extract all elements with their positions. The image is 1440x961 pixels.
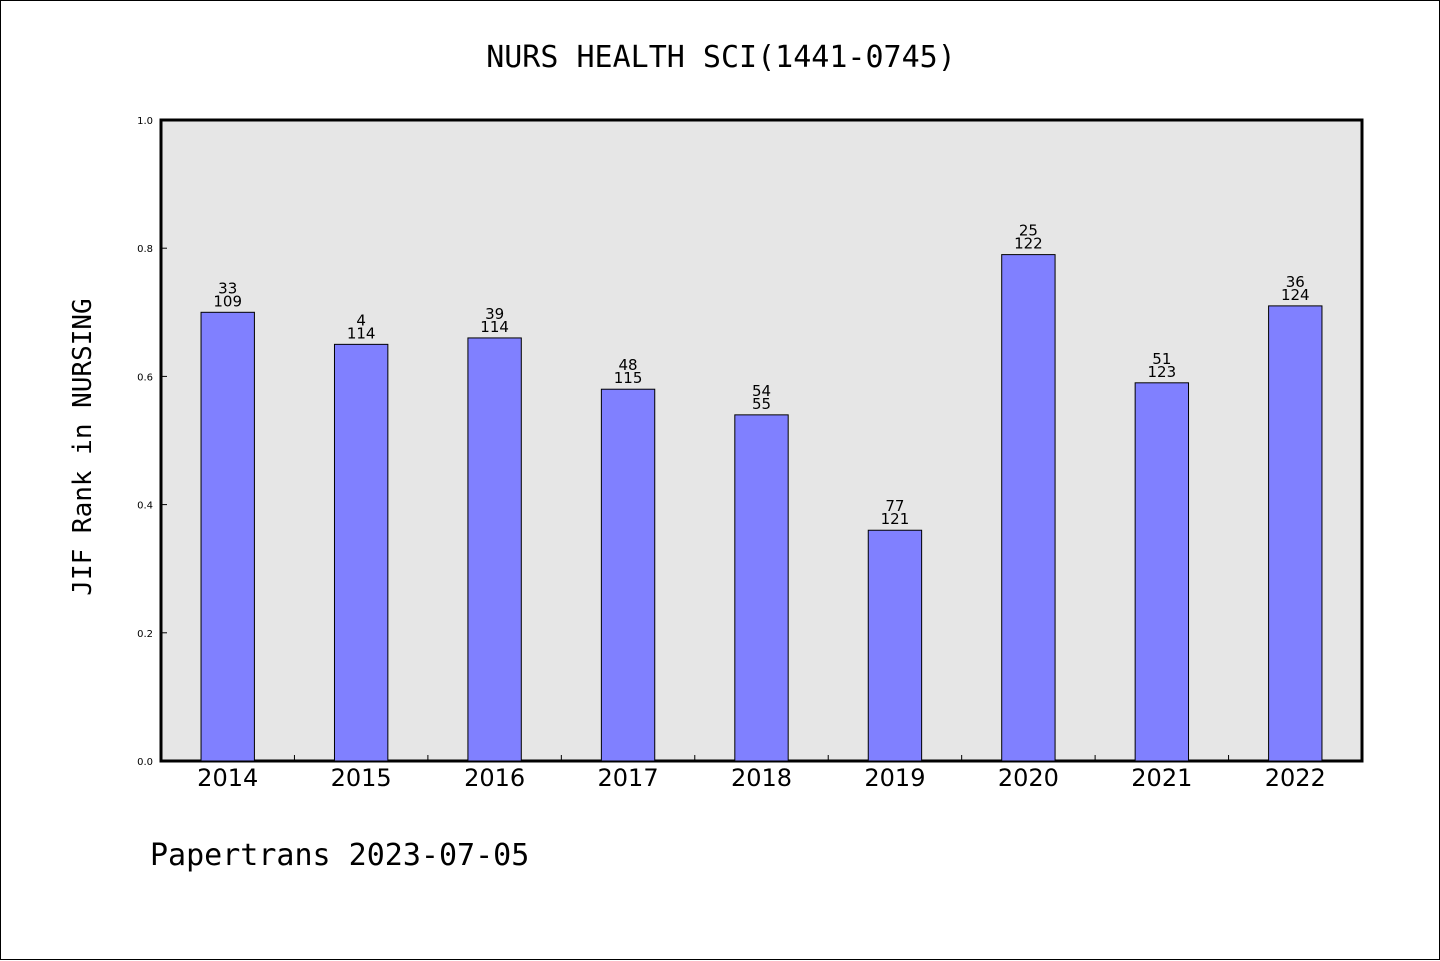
footer-text: Papertrans 2023-07-05 — [150, 838, 529, 873]
bar-label-total: 115 — [614, 369, 643, 387]
bar-label-rank: 77 — [885, 497, 904, 515]
x-tick-label: 2018 — [731, 764, 792, 792]
y-tick-label: 0.2 — [137, 629, 153, 640]
bar-label-rank: 51 — [1152, 350, 1171, 368]
x-tick-label: 2022 — [1265, 764, 1326, 792]
bar-label-total: 114 — [347, 324, 376, 342]
x-tick-label: 2014 — [197, 764, 258, 792]
bar-label-rank: 4 — [356, 311, 366, 329]
bar-label-total: 123 — [1148, 363, 1177, 381]
y-tick-label: 0.6 — [137, 372, 153, 383]
x-tick-label: 2017 — [598, 764, 659, 792]
bar — [333, 343, 389, 762]
bar-label-rank: 33 — [218, 279, 237, 297]
bar-label-total: 109 — [213, 292, 242, 310]
bar-label-total: 55 — [752, 395, 771, 413]
y-tick-label: 1.0 — [137, 116, 153, 127]
bar-label-rank: 54 — [752, 382, 771, 400]
y-tick-label: 0.8 — [137, 244, 153, 255]
bar — [200, 311, 255, 762]
y-tick-label: 0.4 — [137, 501, 153, 512]
bar — [1268, 305, 1323, 762]
chart-title: NURS HEALTH SCI(1441-0745) — [486, 40, 956, 75]
x-tick-label: 2019 — [864, 764, 925, 792]
bar — [867, 529, 923, 762]
x-tick-label: 2016 — [464, 764, 525, 792]
bar-label-total: 121 — [881, 510, 910, 528]
bar — [1001, 254, 1056, 762]
bar — [467, 337, 522, 762]
bar-label-rank: 36 — [1286, 273, 1305, 291]
bar-label-rank: 39 — [485, 305, 504, 323]
y-tick-label: 0.0 — [137, 757, 153, 768]
x-tick-label: 2015 — [331, 764, 392, 792]
bar-label-total: 114 — [480, 318, 509, 336]
x-tick-label: 2021 — [1131, 764, 1192, 792]
bar — [1134, 382, 1190, 762]
y-axis-label: JIF Rank in NURSING — [68, 298, 98, 595]
bar-label-rank: 48 — [619, 356, 638, 374]
bar — [600, 388, 656, 762]
chart-marks: 0.00.20.40.60.81.03310920144114201539114… — [137, 116, 1326, 792]
bar-label-total: 124 — [1281, 286, 1310, 304]
bar-label-total: 122 — [1014, 235, 1043, 253]
x-tick-label: 2020 — [998, 764, 1059, 792]
bar — [734, 414, 789, 762]
bar-label-rank: 25 — [1019, 222, 1038, 240]
